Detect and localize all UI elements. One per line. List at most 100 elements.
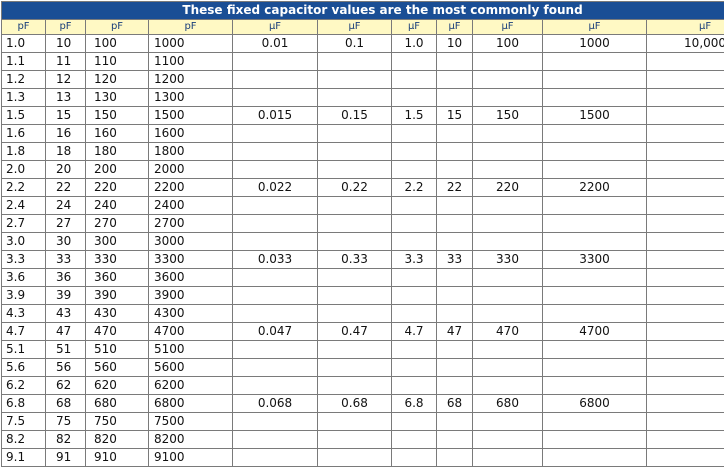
table-cell: 1000: [542, 34, 647, 53]
table-cell: 43: [45, 304, 86, 323]
table-row: 1.6 16 160 1600: [1, 124, 724, 143]
table-cell: 3.6: [1, 268, 46, 287]
table-cell: [232, 160, 318, 179]
table-cell: [317, 88, 392, 107]
table-cell: 4300: [148, 304, 233, 323]
table-row: 1.2 12 120 1200: [1, 70, 724, 89]
unit-header-cell: µF: [436, 19, 473, 35]
table-cell: 270: [85, 214, 149, 233]
table-cell: [391, 430, 437, 449]
table-cell: 330: [85, 250, 149, 269]
table-cell: 12: [45, 70, 86, 89]
table-cell: [391, 52, 437, 71]
table-cell: 510: [85, 340, 149, 359]
table-cell: [317, 124, 392, 143]
table-cell: 1500: [148, 106, 233, 125]
table-cell: 0.033: [232, 250, 318, 269]
table-cell: [645, 124, 724, 143]
table-cell: [317, 268, 392, 287]
table-cell: 5.6: [1, 358, 46, 377]
table-cell: 9.1: [1, 448, 46, 467]
table-cell: [472, 52, 543, 71]
table-row: 1.5 15 150 1500 0.015 0.15 1.5 15 150 1500: [1, 106, 724, 125]
table-cell: 3600: [148, 268, 233, 287]
unit-header-cell: pF: [45, 19, 86, 35]
table-cell: 62: [45, 376, 86, 395]
table-cell: [436, 376, 473, 395]
table-cell: 2.2: [1, 178, 46, 197]
table-cell: [232, 196, 318, 215]
table-cell: 620: [85, 376, 149, 395]
table-cell: [542, 340, 647, 359]
table-cell: 36: [45, 268, 86, 287]
table-cell: 0.015: [232, 106, 318, 125]
table-cell: [542, 88, 647, 107]
table-cell: 220: [472, 178, 543, 197]
table-cell: [317, 340, 392, 359]
table-cell: [232, 448, 318, 467]
table-row: 3.0 30 300 3000: [1, 232, 724, 251]
table-row: 2.7 27 270 2700: [1, 214, 724, 233]
table-cell: [645, 214, 724, 233]
table-cell: [472, 214, 543, 233]
table-cell: 1200: [148, 70, 233, 89]
table-cell: 2700: [148, 214, 233, 233]
table-cell: 2400: [148, 196, 233, 215]
table-cell: 8200: [148, 430, 233, 449]
table-cell: [317, 160, 392, 179]
table-cell: [391, 376, 437, 395]
table-cell: [645, 448, 724, 467]
table-cell: 180: [85, 142, 149, 161]
unit-header-cell: µF: [542, 19, 647, 35]
table-cell: [472, 376, 543, 395]
table-cell: [645, 412, 724, 431]
table-cell: [232, 88, 318, 107]
table-cell: [436, 88, 473, 107]
table-cell: [317, 70, 392, 89]
table-cell: 0.68: [317, 394, 392, 413]
table-cell: [391, 304, 437, 323]
table-cell: [232, 52, 318, 71]
table-cell: 3.3: [391, 250, 437, 269]
table-cell: 0.01: [232, 34, 318, 53]
table-cell: 10: [436, 34, 473, 53]
table-cell: 1.0: [1, 34, 46, 53]
table-cell: [472, 358, 543, 377]
table-cell: [472, 160, 543, 179]
table-row: 1.0 10 100 1000 0.01 0.1 1.0 10 100 1000 10,000: [1, 34, 724, 53]
table-cell: 6200: [148, 376, 233, 395]
table-cell: [232, 214, 318, 233]
table-cell: 1.6: [1, 124, 46, 143]
table-cell: [391, 448, 437, 467]
table-cell: 430: [85, 304, 149, 323]
table-cell: [645, 250, 724, 269]
table-cell: [472, 88, 543, 107]
table-cell: [391, 286, 437, 305]
table-row: 1.1 11 110 1100: [1, 52, 724, 71]
table-title-row: These fixed capacitor values are the mos…: [0, 1, 724, 20]
table-cell: 220: [85, 178, 149, 197]
table-cell: [472, 304, 543, 323]
table-cell: 1000: [148, 34, 233, 53]
table-cell: [436, 340, 473, 359]
table-cell: [472, 448, 543, 467]
table-cell: 20: [45, 160, 86, 179]
table-cell: 130: [85, 88, 149, 107]
unit-header-cell: µF: [391, 19, 437, 35]
table-cell: 30: [45, 232, 86, 251]
table-cell: [317, 52, 392, 71]
table-cell: 4.3: [1, 304, 46, 323]
table-cell: [542, 448, 647, 467]
table-cell: 470: [85, 322, 149, 341]
table-cell: 10: [45, 34, 86, 53]
table-cell: [645, 268, 724, 287]
table-cell: [317, 232, 392, 251]
table-cell: 470: [472, 322, 543, 341]
table-cell: 820: [85, 430, 149, 449]
table-row: 5.6 56 560 5600: [1, 358, 724, 377]
table-cell: 150: [472, 106, 543, 125]
table-cell: [317, 448, 392, 467]
table-cell: 47: [45, 322, 86, 341]
table-cell: [436, 196, 473, 215]
table-cell: 7500: [148, 412, 233, 431]
